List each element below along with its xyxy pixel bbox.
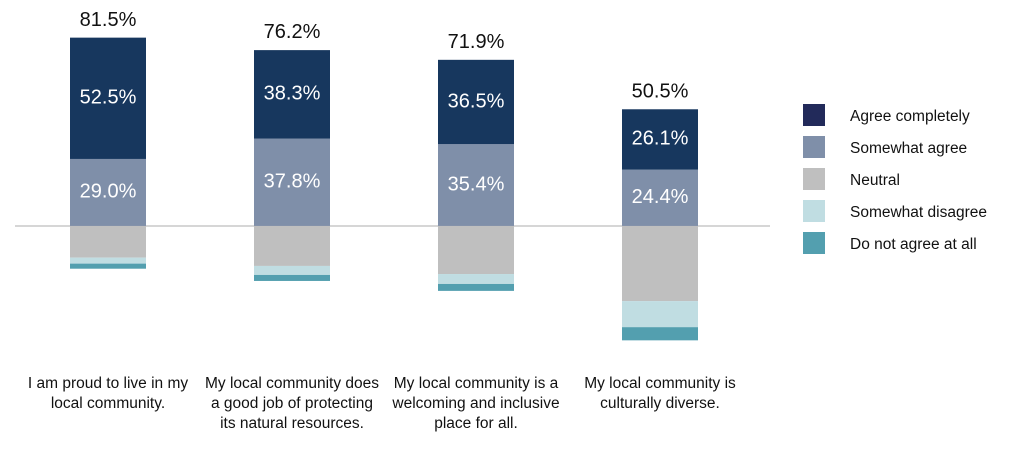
legend-label: Somewhat disagree bbox=[850, 204, 987, 221]
bar-segment bbox=[254, 265, 330, 275]
total-label: 76.2% bbox=[264, 21, 321, 43]
legend-label: Neutral bbox=[850, 172, 900, 189]
segment-label: 24.4% bbox=[632, 186, 689, 208]
legend-swatch bbox=[803, 200, 825, 222]
bar-segment bbox=[254, 138, 330, 226]
legend-swatch bbox=[803, 104, 825, 126]
bar-segment bbox=[70, 37, 146, 159]
bar-segment bbox=[254, 274, 330, 281]
category-label: I am proud to live in my local community… bbox=[27, 375, 189, 412]
total-label: 81.5% bbox=[80, 9, 137, 31]
segment-label: 52.5% bbox=[80, 87, 137, 109]
bar-segment bbox=[622, 169, 698, 226]
total-label: 50.5% bbox=[632, 81, 689, 103]
bar-segment bbox=[438, 59, 514, 145]
segment-label: 35.4% bbox=[448, 173, 505, 195]
legend-swatch bbox=[803, 232, 825, 254]
bar-segment bbox=[438, 225, 514, 275]
category-label: My local community is a welcoming and in… bbox=[392, 375, 560, 432]
segment-label: 36.5% bbox=[448, 90, 505, 112]
legend-label: Do not agree at all bbox=[850, 236, 977, 253]
bar-segment bbox=[622, 327, 698, 341]
total-label: 71.9% bbox=[448, 31, 505, 53]
bar-segment bbox=[254, 50, 330, 139]
bar-segment bbox=[622, 301, 698, 328]
bar-segment bbox=[70, 257, 146, 264]
legend-label: Agree completely bbox=[850, 108, 970, 125]
segment-label: 26.1% bbox=[632, 128, 689, 150]
bar-segment bbox=[438, 283, 514, 291]
segment-label: 37.8% bbox=[264, 171, 321, 193]
bar-segment bbox=[622, 109, 698, 170]
bar-segment bbox=[70, 225, 146, 258]
bar-segment bbox=[438, 144, 514, 226]
bar-segment bbox=[622, 225, 698, 302]
segment-label: 29.0% bbox=[80, 181, 137, 203]
category-label: My local community does a good job of pr… bbox=[204, 375, 379, 432]
bar-segment bbox=[70, 158, 146, 226]
bar-segment bbox=[438, 274, 514, 284]
legend-label: Somewhat agree bbox=[850, 140, 967, 157]
bar-segment bbox=[254, 225, 330, 266]
segment-label: 38.3% bbox=[264, 83, 321, 105]
category-label: My local community is culturally diverse… bbox=[584, 375, 736, 412]
legend-swatch bbox=[803, 136, 825, 158]
legend-swatch bbox=[803, 168, 825, 190]
bar-segment bbox=[70, 263, 146, 269]
